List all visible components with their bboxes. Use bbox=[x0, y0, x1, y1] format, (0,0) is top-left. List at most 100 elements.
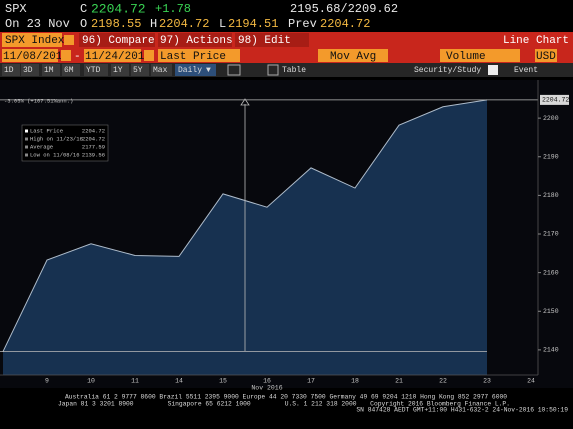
high-label: H bbox=[150, 17, 157, 31]
ticker: SPX bbox=[5, 2, 27, 16]
x-tick-label: 10 bbox=[87, 378, 95, 385]
y-tick-label: 2160 bbox=[543, 269, 559, 276]
mov-avg: Mov Avg bbox=[330, 51, 376, 63]
legend-value: 2204.72 bbox=[82, 127, 105, 134]
last-label-box bbox=[540, 94, 569, 105]
x-tick-label: 11 bbox=[131, 378, 139, 385]
date: On 23 Nov bbox=[5, 17, 70, 31]
field: Last Price bbox=[160, 51, 226, 63]
legend-value: 2177.59 bbox=[82, 143, 105, 150]
period-button[interactable] bbox=[84, 64, 108, 76]
x-tick-label: 21 bbox=[395, 378, 403, 385]
footer-line: SN 847428 AEDT GMT+11:00 H431-632-2 24-N… bbox=[356, 407, 568, 414]
change: +1.78 bbox=[155, 2, 191, 16]
legend-value: 2204.72 bbox=[82, 135, 105, 142]
open-label: O bbox=[80, 17, 87, 31]
start-date-box[interactable] bbox=[2, 49, 58, 62]
calendar-icon[interactable] bbox=[61, 50, 71, 61]
volume: Volume bbox=[446, 51, 486, 63]
period-button[interactable] bbox=[62, 64, 80, 76]
legend-box bbox=[21, 124, 109, 162]
x-tick-label: 17 bbox=[307, 378, 315, 385]
footer-line: Australia 61 2 9777 8600 Brazil 5511 239… bbox=[65, 394, 507, 401]
high: 2204.72 bbox=[159, 17, 209, 31]
table[interactable]: Table bbox=[282, 66, 306, 75]
y-tick-label: 2190 bbox=[543, 153, 559, 160]
low-label: L bbox=[219, 17, 226, 31]
compare: 96) Compare bbox=[82, 35, 155, 47]
legend-value: 2139.56 bbox=[82, 151, 105, 158]
footer-line: Japan 81 3 3201 8900 Singapore 65 6212 1… bbox=[58, 401, 357, 408]
annotation: -3.05% (+107.51%ann.) bbox=[4, 97, 73, 104]
currency: USD bbox=[536, 51, 556, 63]
flag-icon[interactable] bbox=[488, 65, 498, 75]
legend-marker bbox=[25, 129, 28, 133]
chart-icon[interactable] bbox=[227, 64, 241, 76]
legend-marker bbox=[25, 145, 28, 149]
view: Line Chart bbox=[503, 35, 569, 47]
period-button[interactable] bbox=[21, 64, 39, 76]
calendar-icon[interactable] bbox=[144, 50, 154, 61]
study[interactable]: Security/Study bbox=[414, 66, 481, 75]
period-label: 3D bbox=[23, 66, 33, 75]
field-box[interactable] bbox=[158, 49, 240, 62]
actions-button[interactable] bbox=[158, 33, 232, 47]
legend-label: Average bbox=[30, 143, 53, 150]
prev: 2204.72 bbox=[320, 17, 370, 31]
x-tick-label: 23 bbox=[483, 378, 491, 385]
legend-label: Last Price bbox=[30, 127, 63, 134]
period-button[interactable] bbox=[111, 64, 129, 76]
period-button[interactable] bbox=[131, 64, 149, 76]
period-label: 6M bbox=[64, 66, 74, 75]
edit-button[interactable] bbox=[235, 33, 309, 47]
menu-icon[interactable] bbox=[64, 35, 74, 45]
compare-button[interactable] bbox=[79, 33, 155, 47]
end-date-box[interactable] bbox=[84, 49, 141, 62]
crosshair-arrow bbox=[240, 98, 250, 106]
dropdown-arrow: ▼ bbox=[206, 66, 211, 75]
period-buttons: 1D 3D 1M 6M YTD 1Y 5Y Max bbox=[2, 64, 172, 76]
period-label: 1D bbox=[4, 66, 14, 75]
x-tick-label: 24 bbox=[527, 378, 535, 385]
x-axis-label: Nov 2016 bbox=[251, 385, 282, 392]
x-tick-label: 14 bbox=[175, 378, 183, 385]
open: 2198.55 bbox=[91, 17, 141, 31]
close-label: C bbox=[80, 2, 87, 16]
y-tick-label: 2180 bbox=[543, 192, 559, 199]
period-button[interactable] bbox=[2, 64, 20, 76]
toolbar-bar-2 bbox=[0, 48, 573, 63]
security-box[interactable] bbox=[2, 33, 62, 47]
start-date: 11/08/2016 bbox=[3, 51, 69, 63]
actions: 97) Actions bbox=[160, 35, 233, 47]
period-label: 1Y bbox=[113, 66, 123, 75]
security: SPX Index bbox=[5, 35, 65, 47]
period-button[interactable] bbox=[42, 64, 60, 76]
y-tick-label: 2140 bbox=[543, 347, 559, 354]
frequency: Daily bbox=[178, 66, 202, 75]
period-button[interactable] bbox=[151, 64, 172, 76]
period-label: Max bbox=[153, 66, 168, 75]
table-icon[interactable] bbox=[267, 64, 279, 76]
volume-box[interactable] bbox=[440, 49, 520, 62]
mov-avg-box[interactable] bbox=[318, 49, 388, 62]
x-tick-label: 22 bbox=[439, 378, 447, 385]
prev-label: Prev bbox=[288, 17, 317, 31]
x-tick-label: 15 bbox=[219, 378, 227, 385]
footer-line: Copyright 2016 Bloomberg Finance L.P. bbox=[370, 401, 510, 408]
separator: - bbox=[74, 51, 81, 63]
low: 2194.51 bbox=[228, 17, 278, 31]
edit: 98) Edit bbox=[238, 35, 291, 47]
last-label: 2204.72 bbox=[542, 97, 569, 104]
period-label: 5Y bbox=[133, 66, 143, 75]
event[interactable]: Event bbox=[514, 66, 538, 75]
currency-box[interactable] bbox=[535, 49, 557, 62]
y-tick-label: 2170 bbox=[543, 231, 559, 238]
close: 2204.72 bbox=[91, 1, 146, 16]
frequency-box[interactable] bbox=[175, 64, 216, 76]
period-label: YTD bbox=[86, 66, 101, 75]
legend-marker bbox=[25, 137, 28, 141]
x-tick-label: 9 bbox=[45, 378, 49, 385]
y-tick-label: 2150 bbox=[543, 308, 559, 315]
legend-label: High on 11/23/16 bbox=[30, 135, 83, 142]
